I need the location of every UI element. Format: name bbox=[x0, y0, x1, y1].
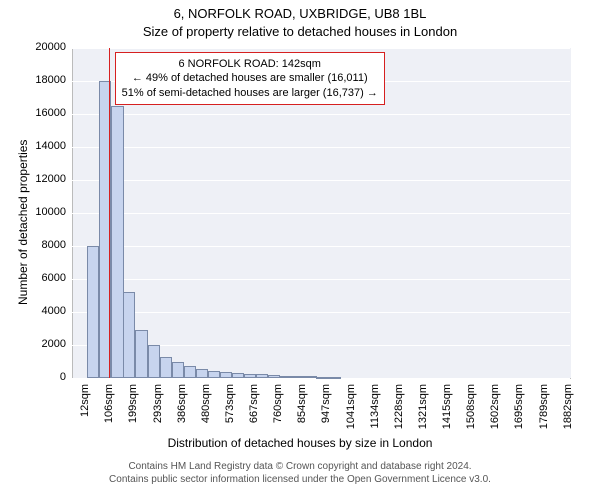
x-tick-label: 947sqm bbox=[320, 384, 332, 434]
x-tick-label: 106sqm bbox=[103, 384, 115, 434]
chart-title-main: 6, NORFOLK ROAD, UXBRIDGE, UB8 1BL bbox=[0, 6, 600, 21]
y-tick-label: 2000 bbox=[0, 338, 66, 350]
histogram-bar bbox=[244, 374, 256, 378]
y-tick-label: 10000 bbox=[0, 206, 66, 218]
histogram-bar bbox=[111, 106, 123, 378]
property-marker-line bbox=[109, 48, 110, 378]
annotation-line-2: ← 49% of detached houses are smaller (16… bbox=[122, 71, 378, 85]
histogram-bar bbox=[208, 371, 220, 378]
y-tick-label: 12000 bbox=[0, 173, 66, 185]
x-tick-label: 1415sqm bbox=[441, 384, 453, 434]
x-tick-label: 1789sqm bbox=[538, 384, 550, 434]
histogram-bar bbox=[292, 376, 304, 378]
histogram-bar bbox=[304, 376, 316, 378]
chart-container: 6, NORFOLK ROAD, UXBRIDGE, UB8 1BL Size … bbox=[0, 0, 600, 500]
histogram-bar bbox=[268, 375, 280, 378]
gridline-horizontal bbox=[72, 147, 570, 148]
footer-attribution: Contains HM Land Registry data © Crown c… bbox=[0, 460, 600, 486]
histogram-bar bbox=[87, 246, 99, 378]
chart-title-sub: Size of property relative to detached ho… bbox=[0, 24, 600, 39]
x-tick-label: 1321sqm bbox=[417, 384, 429, 434]
x-tick-label: 1134sqm bbox=[369, 384, 381, 434]
y-tick-label: 18000 bbox=[0, 74, 66, 86]
histogram-bar bbox=[316, 377, 328, 379]
histogram-bar bbox=[148, 345, 160, 378]
histogram-bar bbox=[328, 377, 340, 379]
histogram-bar bbox=[184, 366, 196, 378]
footer-line-1: Contains HM Land Registry data © Crown c… bbox=[0, 460, 600, 473]
y-tick-label: 20000 bbox=[0, 41, 66, 53]
gridline-horizontal bbox=[72, 312, 570, 313]
histogram-bar bbox=[172, 362, 184, 378]
y-tick-label: 14000 bbox=[0, 140, 66, 152]
gridline-horizontal bbox=[72, 213, 570, 214]
x-tick-label: 1602sqm bbox=[489, 384, 501, 434]
footer-line-2: Contains public sector information licen… bbox=[0, 473, 600, 486]
annotation-box: 6 NORFOLK ROAD: 142sqm← 49% of detached … bbox=[115, 52, 385, 105]
gridline-horizontal bbox=[72, 180, 570, 181]
y-tick-label: 6000 bbox=[0, 272, 66, 284]
x-tick-label: 1228sqm bbox=[393, 384, 405, 434]
gridline-horizontal bbox=[72, 279, 570, 280]
y-tick-label: 4000 bbox=[0, 305, 66, 317]
gridline-horizontal bbox=[72, 48, 570, 49]
histogram-bar bbox=[160, 357, 172, 378]
x-tick-label: 1882sqm bbox=[562, 384, 574, 434]
y-tick-label: 0 bbox=[0, 371, 66, 383]
x-tick-label: 480sqm bbox=[200, 384, 212, 434]
x-tick-label: 386sqm bbox=[176, 384, 188, 434]
histogram-bar bbox=[256, 374, 268, 378]
x-tick-label: 1508sqm bbox=[465, 384, 477, 434]
annotation-line-3: 51% of semi-detached houses are larger (… bbox=[122, 86, 378, 100]
y-tick-label: 16000 bbox=[0, 107, 66, 119]
histogram-bar bbox=[196, 369, 208, 378]
x-tick-label: 760sqm bbox=[272, 384, 284, 434]
x-tick-label: 1695sqm bbox=[513, 384, 525, 434]
x-tick-label: 293sqm bbox=[152, 384, 164, 434]
annotation-line-1: 6 NORFOLK ROAD: 142sqm bbox=[122, 57, 378, 71]
x-tick-label: 573sqm bbox=[224, 384, 236, 434]
histogram-bar bbox=[232, 373, 244, 378]
histogram-bar bbox=[135, 330, 147, 378]
histogram-bar bbox=[280, 376, 292, 378]
x-tick-label: 1041sqm bbox=[345, 384, 357, 434]
x-axis-label: Distribution of detached houses by size … bbox=[0, 436, 600, 450]
x-tick-label: 667sqm bbox=[248, 384, 260, 434]
histogram-bar bbox=[220, 372, 232, 378]
x-tick-label: 199sqm bbox=[127, 384, 139, 434]
gridline-horizontal bbox=[72, 114, 570, 115]
x-tick-label: 12sqm bbox=[79, 384, 91, 434]
x-tick-label: 854sqm bbox=[296, 384, 308, 434]
histogram-bar bbox=[123, 292, 135, 378]
gridline-horizontal bbox=[72, 246, 570, 247]
y-tick-label: 8000 bbox=[0, 239, 66, 251]
